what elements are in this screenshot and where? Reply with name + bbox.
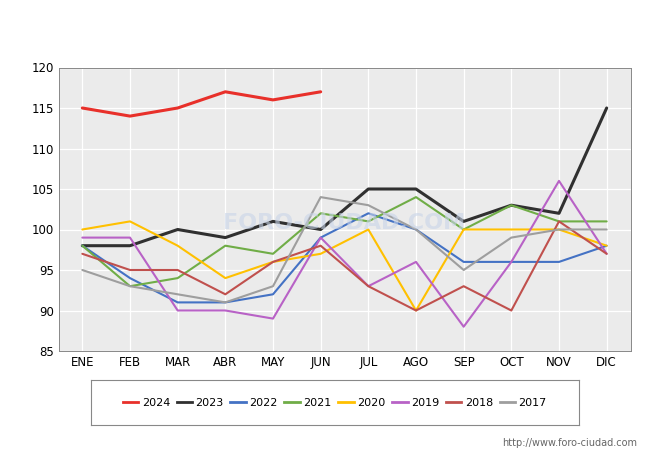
Text: http://www.foro-ciudad.com: http://www.foro-ciudad.com xyxy=(502,438,637,448)
Text: Afiliados en Alloza a 31/5/2024: Afiliados en Alloza a 31/5/2024 xyxy=(190,16,460,34)
Legend: 2024, 2023, 2022, 2021, 2020, 2019, 2018, 2017: 2024, 2023, 2022, 2021, 2020, 2019, 2018… xyxy=(118,393,551,412)
Text: FORO-CIUDAD.COM: FORO-CIUDAD.COM xyxy=(224,213,465,234)
